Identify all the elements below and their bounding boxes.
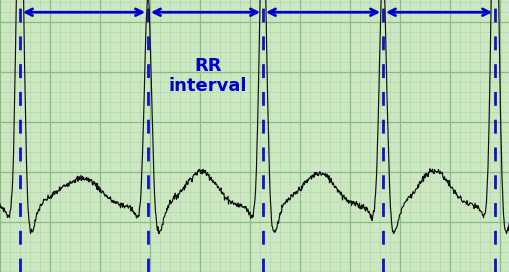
Text: RR
interval: RR interval (168, 57, 247, 95)
